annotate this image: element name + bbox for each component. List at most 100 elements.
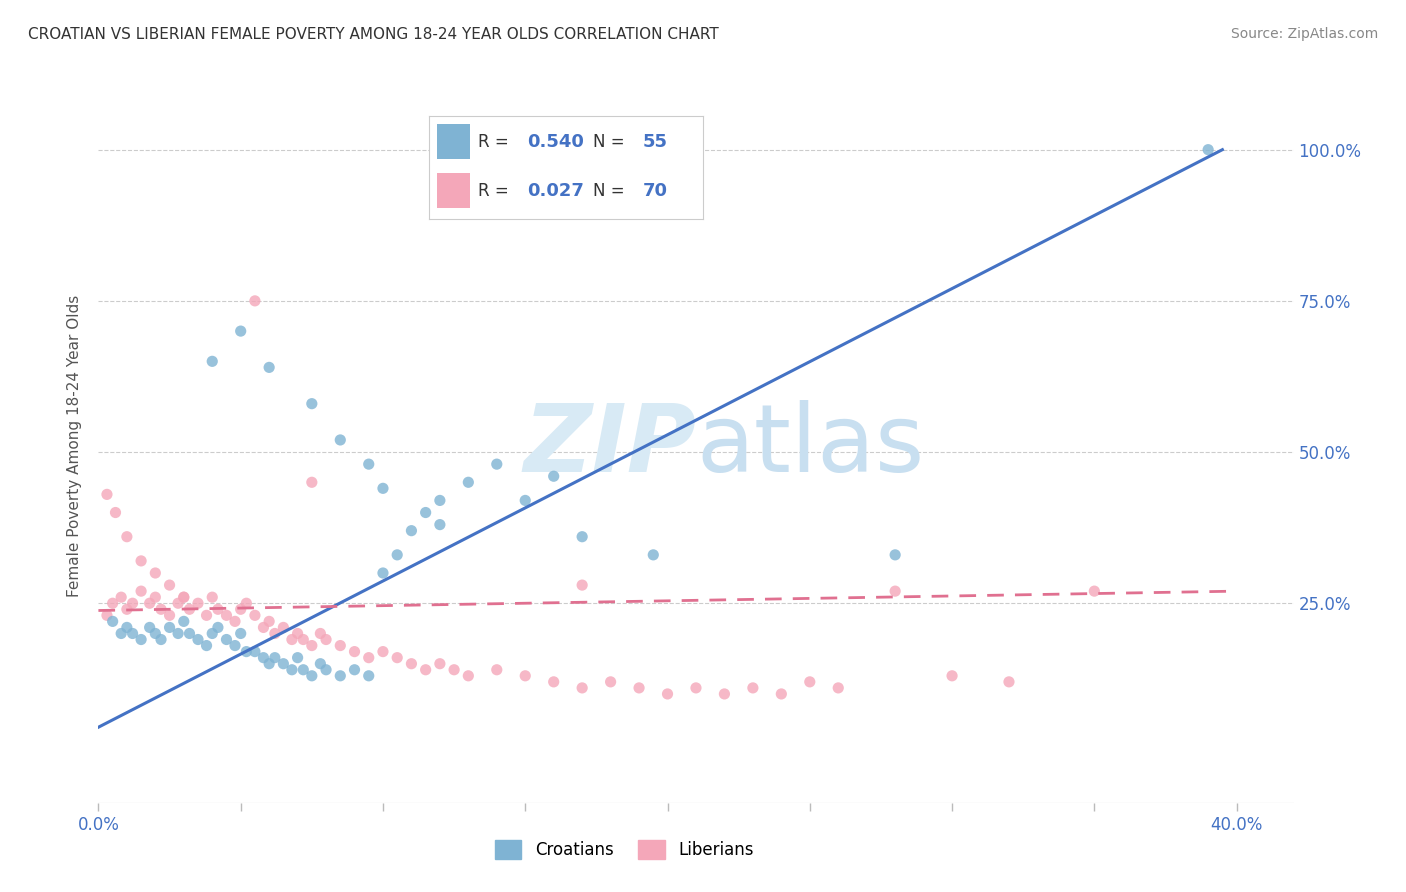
Point bbox=[571, 681, 593, 695]
Point bbox=[101, 615, 124, 629]
Point bbox=[371, 481, 394, 495]
Point bbox=[415, 663, 437, 677]
Point bbox=[96, 608, 118, 623]
Point bbox=[257, 360, 280, 375]
Point bbox=[515, 493, 537, 508]
Point bbox=[571, 530, 593, 544]
Text: 55: 55 bbox=[643, 133, 668, 151]
Point bbox=[143, 626, 166, 640]
Text: CROATIAN VS LIBERIAN FEMALE POVERTY AMONG 18-24 YEAR OLDS CORRELATION CHART: CROATIAN VS LIBERIAN FEMALE POVERTY AMON… bbox=[28, 27, 718, 42]
Point bbox=[224, 615, 246, 629]
Point bbox=[104, 506, 127, 520]
Point bbox=[457, 669, 479, 683]
Point bbox=[143, 590, 166, 604]
Point bbox=[257, 615, 280, 629]
Text: N =: N = bbox=[593, 182, 630, 200]
Point bbox=[315, 632, 337, 647]
Point bbox=[215, 632, 238, 647]
Point bbox=[159, 620, 181, 634]
Point bbox=[884, 584, 907, 599]
Text: 70: 70 bbox=[643, 182, 668, 200]
Text: N =: N = bbox=[593, 133, 630, 151]
Point bbox=[457, 475, 479, 490]
Point bbox=[229, 602, 252, 616]
Point bbox=[429, 493, 451, 508]
Text: atlas: atlas bbox=[696, 400, 924, 492]
Point bbox=[252, 650, 274, 665]
Point bbox=[173, 590, 195, 604]
Point bbox=[515, 669, 537, 683]
Point bbox=[129, 554, 152, 568]
Point bbox=[173, 615, 195, 629]
Point bbox=[150, 602, 173, 616]
Point bbox=[343, 663, 366, 677]
Legend: Croatians, Liberians: Croatians, Liberians bbox=[488, 834, 761, 866]
Point bbox=[309, 657, 332, 671]
Point bbox=[385, 650, 409, 665]
Point bbox=[770, 687, 793, 701]
Point bbox=[179, 626, 201, 640]
Text: R =: R = bbox=[478, 182, 515, 200]
Point bbox=[115, 620, 138, 634]
Point bbox=[273, 620, 295, 634]
Point bbox=[115, 602, 138, 616]
Point bbox=[263, 650, 285, 665]
Point bbox=[167, 596, 190, 610]
Point bbox=[599, 674, 621, 689]
Point bbox=[159, 608, 181, 623]
Point bbox=[571, 578, 593, 592]
Point bbox=[173, 590, 195, 604]
Point bbox=[287, 650, 309, 665]
Point bbox=[401, 524, 423, 538]
Point bbox=[207, 620, 229, 634]
Point bbox=[628, 681, 651, 695]
Point bbox=[229, 324, 252, 338]
Point bbox=[150, 632, 173, 647]
Point bbox=[884, 548, 907, 562]
Text: 0.027: 0.027 bbox=[527, 182, 585, 200]
Point bbox=[159, 578, 181, 592]
Point bbox=[143, 566, 166, 580]
Point bbox=[243, 645, 266, 659]
Point bbox=[1083, 584, 1105, 599]
Point bbox=[357, 457, 380, 471]
Point bbox=[129, 632, 152, 647]
Point bbox=[243, 608, 266, 623]
Point bbox=[121, 596, 143, 610]
Point bbox=[101, 596, 124, 610]
Point bbox=[281, 663, 304, 677]
Point bbox=[110, 590, 132, 604]
Y-axis label: Female Poverty Among 18-24 Year Olds: Female Poverty Among 18-24 Year Olds bbox=[67, 295, 83, 597]
Point bbox=[187, 596, 209, 610]
Point bbox=[301, 639, 323, 653]
Point bbox=[201, 354, 224, 368]
Point bbox=[385, 548, 409, 562]
Point bbox=[301, 669, 323, 683]
Point bbox=[741, 681, 763, 695]
Point bbox=[292, 663, 315, 677]
Point bbox=[257, 657, 280, 671]
Point bbox=[443, 663, 465, 677]
Text: 0.540: 0.540 bbox=[527, 133, 585, 151]
Point bbox=[235, 645, 257, 659]
Point bbox=[129, 584, 152, 599]
Point bbox=[110, 626, 132, 640]
Bar bbox=[437, 124, 470, 159]
Point bbox=[799, 674, 821, 689]
Point bbox=[429, 517, 451, 532]
Point bbox=[543, 674, 565, 689]
Point bbox=[243, 293, 266, 308]
Bar bbox=[437, 173, 470, 208]
Point bbox=[167, 626, 190, 640]
Point bbox=[215, 608, 238, 623]
Point bbox=[827, 681, 849, 695]
Point bbox=[941, 669, 963, 683]
Text: Source: ZipAtlas.com: Source: ZipAtlas.com bbox=[1230, 27, 1378, 41]
Point bbox=[429, 657, 451, 671]
Point bbox=[309, 626, 332, 640]
Point bbox=[263, 626, 285, 640]
Point bbox=[201, 590, 224, 604]
Point bbox=[329, 639, 352, 653]
Point bbox=[273, 657, 295, 671]
Point bbox=[371, 566, 394, 580]
